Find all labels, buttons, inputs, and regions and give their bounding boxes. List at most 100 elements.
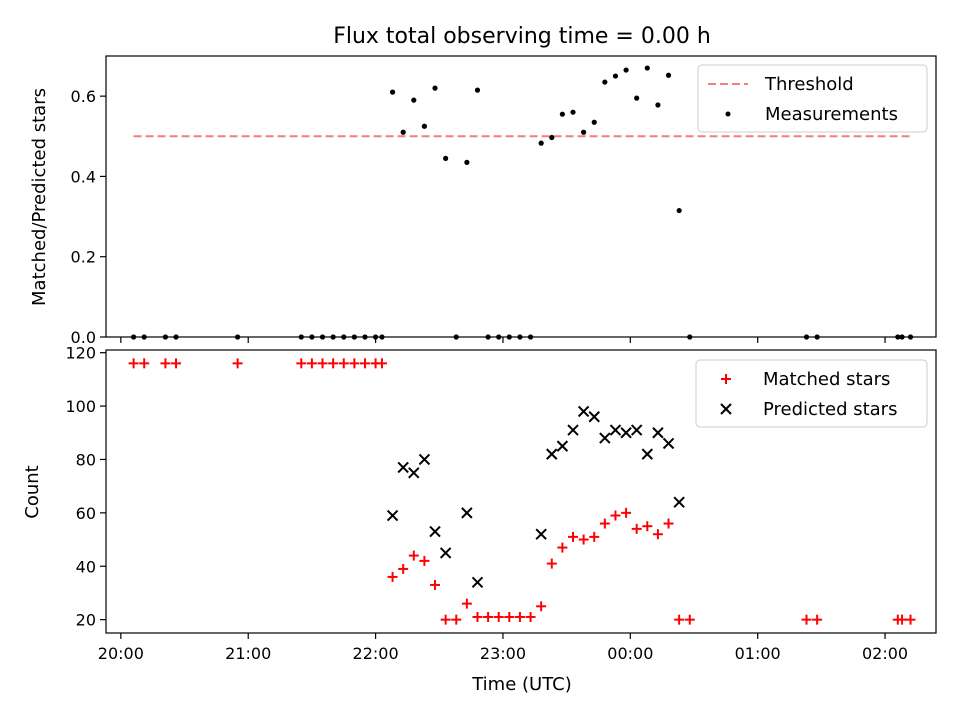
matched-star-point <box>642 521 653 532</box>
measurement-point <box>612 73 619 79</box>
x-tick-label: 00:00 <box>607 644 653 663</box>
x-tick-label: 01:00 <box>735 644 781 663</box>
measurement-point <box>453 334 459 340</box>
matched-star-point <box>419 555 430 566</box>
x-tick-label: 23:00 <box>480 644 526 663</box>
bottom-marks <box>128 358 916 625</box>
measurement-point <box>623 67 629 73</box>
legend-matched-label: Matched stars <box>763 369 890 390</box>
predicted-star-point <box>439 547 452 559</box>
bottom-y-tick-label: 20 <box>76 611 96 630</box>
predicted-star-point <box>556 440 569 452</box>
bottom-y-tick-label: 80 <box>76 450 96 469</box>
predicted-star-point <box>620 427 632 439</box>
matched-star-point <box>483 611 494 622</box>
predicted-star-point <box>397 461 409 474</box>
measurement-point <box>400 129 406 135</box>
measurement-point <box>602 79 608 85</box>
measurement-point <box>411 97 417 103</box>
measurement-point <box>665 72 672 78</box>
measurement-point <box>330 334 336 340</box>
measurement-point <box>372 334 379 340</box>
measurement-point <box>351 334 357 340</box>
matched-star-point <box>430 579 441 590</box>
measurement-point <box>907 334 914 340</box>
measurement-point <box>379 334 385 340</box>
top-axes: 0.0 0.2 0.4 0.6 Matched/Predicted stars Thr… <box>29 55 937 347</box>
measurement-point <box>895 334 901 340</box>
x-tick-label: 22:00 <box>353 644 399 663</box>
predicted-star-point <box>652 427 664 439</box>
predicted-star-point <box>418 453 431 466</box>
matched-star-point <box>472 611 483 622</box>
matched-star-point <box>160 358 171 369</box>
predicted-star-point <box>641 448 654 460</box>
bottom-y-tick-label: 120 <box>65 344 96 363</box>
predicted-star-point <box>630 424 643 436</box>
bottom-y-tick-label: 100 <box>65 397 96 416</box>
top-y-ticks: 0.0 0.2 0.4 0.6 <box>71 87 106 347</box>
legend-threshold-label: Threshold <box>764 74 854 95</box>
matched-star-point <box>568 531 579 542</box>
bottom-plot-frame <box>105 349 937 634</box>
matched-star-point <box>338 358 349 369</box>
measurement-point <box>421 123 428 129</box>
measurement-point <box>485 334 491 340</box>
top-y-tick-label: 0.4 <box>71 167 96 186</box>
measurement-point <box>389 89 396 95</box>
bottom-axes: 20 40 60 80 100 120 20:00 21:00 22:00 23:00 00:00… <box>22 344 937 695</box>
matched-star-point <box>897 614 908 625</box>
matched-star-point <box>621 507 632 518</box>
top-y-tick-label: 0.2 <box>71 248 96 267</box>
matched-star-point <box>905 614 916 625</box>
matched-star-point <box>408 550 419 561</box>
matched-star-point <box>663 518 674 529</box>
measurement-point <box>899 334 905 340</box>
measurement-point <box>570 109 576 115</box>
matched-star-point <box>387 571 398 582</box>
matched-star-point <box>599 518 610 529</box>
matched-star-point <box>171 358 182 369</box>
measurement-point <box>341 334 347 340</box>
measurement-point <box>687 334 693 340</box>
top-y-tick-label: 0.6 <box>71 87 96 106</box>
predicted-star-point <box>461 507 473 519</box>
measurement-point <box>309 334 315 340</box>
bottom-y-tick-label: 40 <box>76 557 96 576</box>
measurement-point <box>506 334 512 340</box>
predicted-star-point <box>599 432 611 444</box>
matched-star-point <box>359 358 370 369</box>
measurement-point <box>173 334 179 340</box>
measurement-point <box>581 129 587 135</box>
chart-title: Flux total observing time = 0.00 h <box>333 24 711 49</box>
matched-star-point <box>306 358 317 369</box>
x-tick-label: 21:00 <box>225 644 271 663</box>
measurement-point <box>655 102 661 108</box>
bottom-y-tick-label: 60 <box>76 504 96 523</box>
measurement-point <box>527 334 534 340</box>
matched-star-point <box>296 358 307 369</box>
bottom-legend: Matched stars Predicted stars <box>695 359 928 428</box>
matched-star-point <box>578 534 589 545</box>
legend-predicted-marker <box>720 403 732 415</box>
x-axis-label: Time (UTC) <box>471 674 572 695</box>
matched-star-point <box>801 614 812 625</box>
bottom-y-ticks: 20 40 60 80 100 120 <box>65 344 106 630</box>
top-marks <box>130 65 914 340</box>
matched-star-point <box>812 614 823 625</box>
top-x-ticks <box>120 337 886 343</box>
legend-predicted-label: Predicted stars <box>763 399 897 420</box>
matched-star-point <box>514 611 525 622</box>
matched-star-point <box>317 358 328 369</box>
measurement-point <box>814 334 820 340</box>
legend-matched-marker <box>721 374 731 384</box>
bottom-x-ticks: 20:00 21:00 22:00 23:00 00:00 01:00 02:00 <box>98 633 908 663</box>
measurement-point <box>559 111 565 117</box>
predicted-star-point <box>577 405 590 418</box>
bottom-y-axis-label: Count <box>22 465 43 518</box>
legend-matched-swatch <box>721 374 731 384</box>
bottom-legend-box <box>695 359 928 428</box>
measurement-point <box>432 85 438 91</box>
predicted-star-point <box>588 411 600 423</box>
top-y-tick-label: 0.0 <box>71 328 96 347</box>
